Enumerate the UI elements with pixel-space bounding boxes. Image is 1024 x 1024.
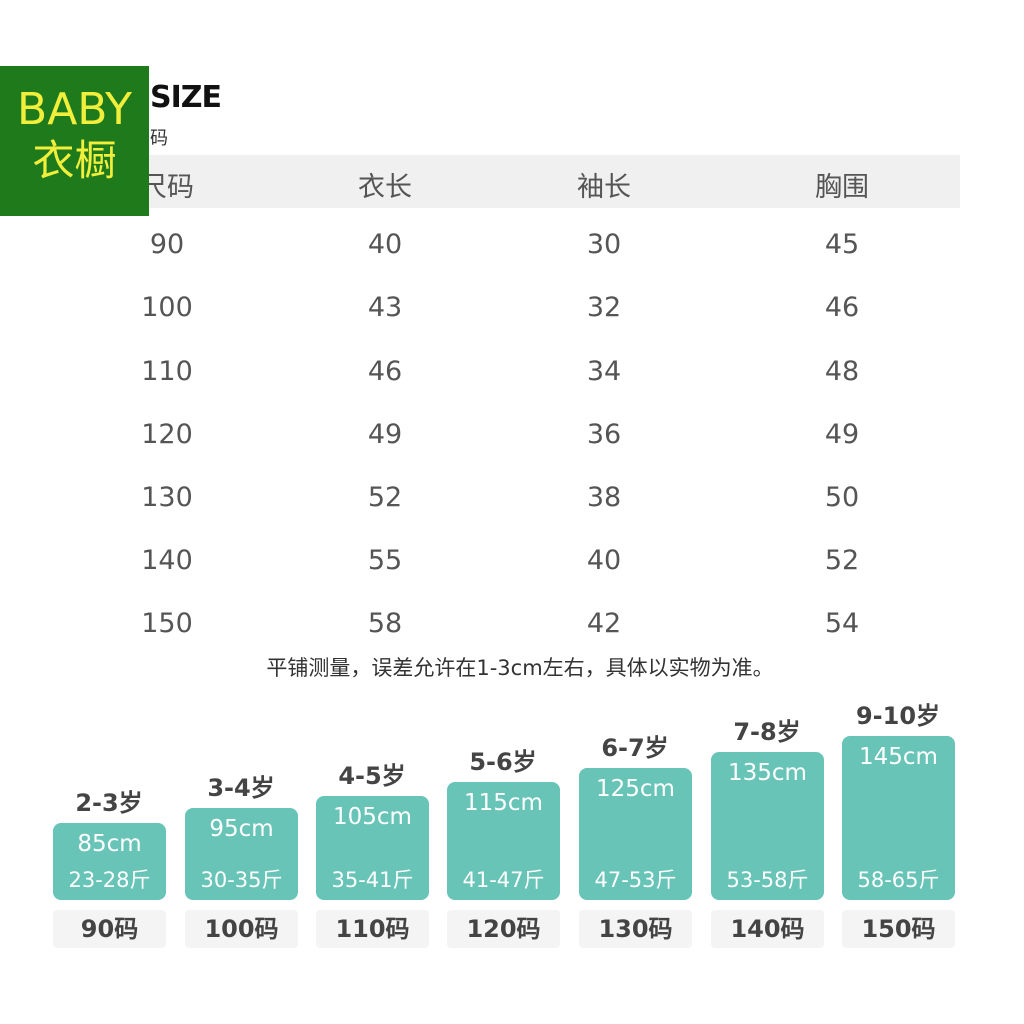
table-cell: 140 [141,545,193,576]
weight-label: 41-47斤 [462,868,545,892]
column-header: 袖长 [577,172,631,203]
age-label: 7-8岁 [733,718,801,746]
column-header: 尺码 [140,172,194,203]
table-cell: 36 [586,419,622,450]
table-cell: 49 [824,419,860,450]
logo-text: BABY [17,84,132,135]
size-label: 130码 [579,910,692,948]
table-cell: 32 [586,292,622,323]
table-cell: 55 [367,545,403,576]
table-cell: 34 [586,356,622,387]
logo: BABY 衣橱 [0,66,149,216]
size-card: 105cm 35-41斤 [316,796,429,900]
age-label: 4-5岁 [338,762,406,790]
table-cell: 150 [141,608,193,639]
weight-label: 47-53斤 [594,868,677,892]
table-cell: 100 [141,292,193,323]
table-cell: 45 [824,229,860,260]
table-cell: 120 [141,419,193,450]
table-cell: 52 [367,482,403,513]
height-label: 85cm [77,831,142,857]
table-cell: 49 [367,419,403,450]
subtitle: 码 [150,128,168,149]
table-cell: 90 [149,229,185,260]
table-cell: 43 [367,292,403,323]
table-cell: 48 [824,356,860,387]
note: 平铺测量，误差允许在1-3cm左右，具体以实物为准。 [266,656,774,680]
size-label: 100码 [185,910,298,948]
size-card: 135cm 53-58斤 [711,752,824,900]
weight-label: 23-28斤 [68,868,151,892]
height-label: 125cm [596,776,675,802]
table-cell: 58 [367,608,403,639]
age-label: 5-6岁 [469,748,537,776]
size-card: 85cm 23-28斤 [53,823,166,900]
table-cell: 110 [141,356,193,387]
size-card: 95cm 30-35斤 [185,808,298,900]
age-label: 9-10岁 [855,702,941,730]
title: SIZE [150,80,222,115]
logo-text: 衣橱 [32,136,117,185]
table-cell: 46 [824,292,860,323]
height-label: 135cm [728,760,807,786]
size-label: 110码 [316,910,429,948]
size-label: 150码 [842,910,955,948]
size-card: 115cm 41-47斤 [447,782,560,900]
weight-label: 53-58斤 [726,868,809,892]
table-cell: 40 [367,229,403,260]
table-cell: 130 [141,482,193,513]
table-cell: 30 [586,229,622,260]
table-cell: 52 [824,545,860,576]
height-label: 95cm [209,816,274,842]
age-label: 3-4岁 [207,774,275,802]
size-label: 90码 [53,910,166,948]
table-cell: 40 [586,545,622,576]
height-label: 115cm [464,790,543,816]
table-cell: 50 [824,482,860,513]
size-label: 120码 [447,910,560,948]
age-label: 6-7岁 [601,734,669,762]
size-card: 125cm 47-53斤 [579,768,692,900]
table-cell: 38 [586,482,622,513]
size-card: 145cm 58-65斤 [842,736,955,900]
table-cell: 42 [586,608,622,639]
weight-label: 30-35斤 [200,868,283,892]
table-cell: 54 [824,608,860,639]
weight-label: 35-41斤 [331,868,414,892]
column-header: 胸围 [815,172,869,203]
weight-label: 58-65斤 [857,868,940,892]
column-header: 衣长 [358,172,412,203]
age-label: 2-3岁 [75,789,143,817]
table-cell: 46 [367,356,403,387]
header-band [140,155,960,208]
height-label: 145cm [859,744,938,770]
height-label: 105cm [333,804,412,830]
size-label: 140码 [711,910,824,948]
